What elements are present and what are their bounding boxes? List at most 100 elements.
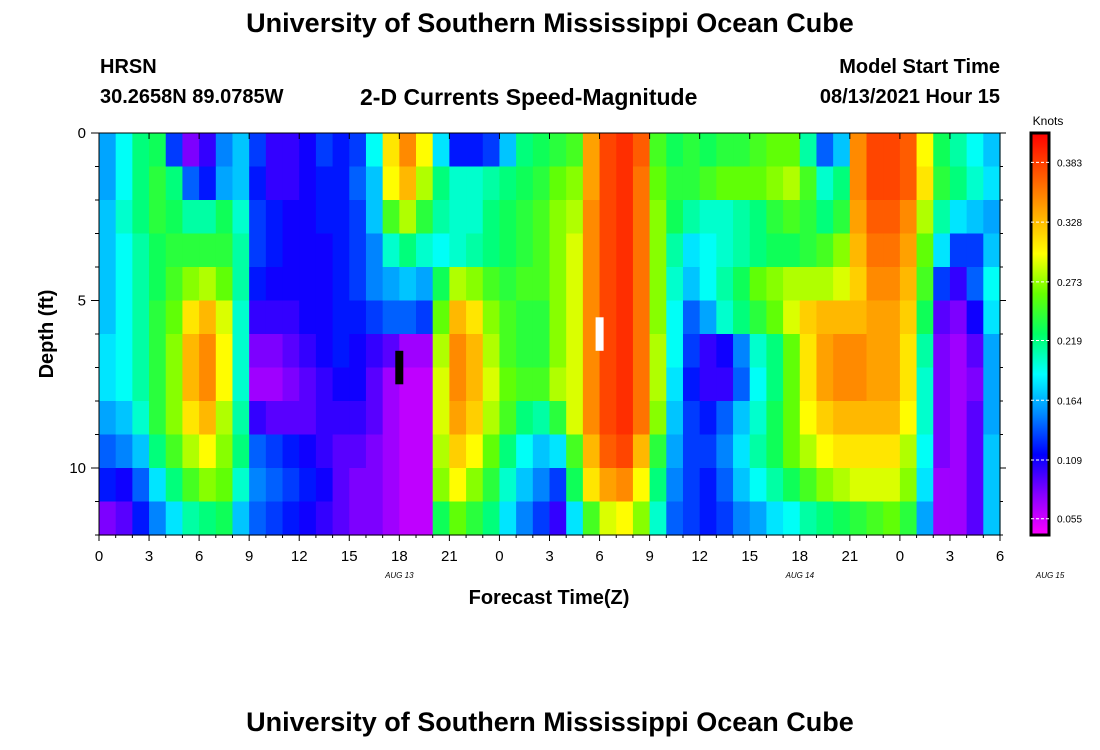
heatmap-cell bbox=[966, 401, 984, 436]
heatmap-cell bbox=[566, 401, 584, 436]
heatmap-cell bbox=[365, 166, 384, 201]
heatmap-cell bbox=[265, 401, 284, 436]
heatmap-cell bbox=[766, 468, 784, 503]
heatmap-cell bbox=[532, 501, 551, 536]
heatmap-cell bbox=[265, 166, 284, 201]
heatmap-cell bbox=[716, 300, 734, 335]
heatmap-cell bbox=[566, 267, 584, 302]
heatmap-cell bbox=[883, 133, 901, 168]
heatmap-cell bbox=[282, 200, 300, 235]
heatmap-cell bbox=[899, 200, 918, 235]
heatmap-cell bbox=[632, 300, 651, 335]
heatmap-cell bbox=[849, 133, 868, 168]
heatmap-cell bbox=[466, 501, 484, 536]
heatmap-cell bbox=[432, 434, 450, 469]
heatmap-cell bbox=[215, 501, 234, 536]
heatmap-cell bbox=[966, 334, 984, 369]
heatmap-cell bbox=[215, 133, 234, 168]
x-tick-label: 12 bbox=[691, 548, 708, 565]
colorbar-title: Knots bbox=[1033, 114, 1064, 128]
heatmap-cell bbox=[916, 501, 934, 536]
heatmap-cell bbox=[983, 233, 1001, 268]
heatmap-cell bbox=[716, 501, 734, 536]
heatmap-cell bbox=[449, 233, 467, 268]
heatmap-cell bbox=[532, 401, 551, 436]
heatmap-cell bbox=[265, 300, 284, 335]
heatmap-cell bbox=[115, 267, 133, 302]
heatmap-cell bbox=[165, 401, 184, 436]
heatmap-cell bbox=[399, 401, 417, 436]
heatmap-cell bbox=[349, 200, 367, 235]
heatmap-cell bbox=[449, 468, 467, 503]
heatmap-cell bbox=[299, 434, 317, 469]
heatmap-markers bbox=[395, 317, 604, 385]
heatmap-cell bbox=[816, 233, 834, 268]
heatmap-cell bbox=[632, 233, 651, 268]
heatmap-cell bbox=[432, 200, 450, 235]
heatmap-cell bbox=[149, 166, 167, 201]
heatmap-cell bbox=[232, 267, 250, 302]
heatmap-cell bbox=[516, 501, 534, 536]
heatmap-cell bbox=[766, 267, 784, 302]
heatmap-cell bbox=[349, 334, 367, 369]
heatmap-cell bbox=[849, 233, 868, 268]
heatmap-cell bbox=[416, 300, 434, 335]
heatmap-cell bbox=[315, 401, 334, 436]
heatmap-cell bbox=[849, 166, 868, 201]
heatmap-cell bbox=[799, 468, 818, 503]
heatmap-cell bbox=[682, 267, 701, 302]
heatmap-cell bbox=[566, 166, 584, 201]
heatmap-cell bbox=[199, 300, 217, 335]
heatmap-cell bbox=[783, 133, 801, 168]
heatmap-cell bbox=[382, 401, 400, 436]
heatmap-cell bbox=[265, 501, 284, 536]
heatmap-cell bbox=[282, 133, 300, 168]
heatmap-cell bbox=[232, 334, 250, 369]
heatmap-cell bbox=[566, 501, 584, 536]
heatmap-cell bbox=[299, 166, 317, 201]
heatmap-cell bbox=[215, 300, 234, 335]
heatmap-cell bbox=[349, 133, 367, 168]
heatmap-cell bbox=[115, 434, 133, 469]
heatmap-cell bbox=[883, 300, 901, 335]
heatmap-cell bbox=[399, 267, 417, 302]
heatmap-cell bbox=[149, 267, 167, 302]
heatmap-cell bbox=[649, 267, 667, 302]
heatmap-cell bbox=[699, 200, 717, 235]
heatmap-cell bbox=[716, 133, 734, 168]
heatmap-cell bbox=[949, 334, 968, 369]
heatmap-cell bbox=[382, 468, 400, 503]
heatmap-cell bbox=[816, 434, 834, 469]
heatmap-cell bbox=[149, 501, 167, 536]
x-tick-label: 0 bbox=[896, 548, 904, 565]
heatmap-cell bbox=[816, 367, 834, 402]
heatmap-cell bbox=[883, 233, 901, 268]
heatmap-cell bbox=[449, 434, 467, 469]
heatmap-cell bbox=[249, 133, 267, 168]
heatmap-cell bbox=[883, 367, 901, 402]
heatmap-cell bbox=[449, 133, 467, 168]
heatmap-cell bbox=[616, 200, 634, 235]
heatmap-cell bbox=[516, 233, 534, 268]
heatmap-cell bbox=[649, 367, 667, 402]
heatmap-cell bbox=[949, 367, 968, 402]
heatmap-cell bbox=[699, 367, 717, 402]
heatmap-cell bbox=[132, 133, 150, 168]
heatmap-cell bbox=[482, 267, 501, 302]
heatmap-cell bbox=[315, 501, 334, 536]
heatmap-cell bbox=[499, 233, 517, 268]
heatmap-cell bbox=[315, 434, 334, 469]
heatmap-cell bbox=[165, 133, 184, 168]
heatmap-cell bbox=[916, 401, 934, 436]
heatmap-cells bbox=[99, 133, 1001, 536]
heatmap-cell bbox=[99, 233, 117, 268]
heatmap-cell bbox=[899, 300, 918, 335]
heatmap-cell bbox=[616, 300, 634, 335]
heatmap-cell bbox=[249, 367, 267, 402]
heatmap-cell bbox=[933, 367, 951, 402]
heatmap-cell bbox=[649, 133, 667, 168]
heatmap-cell bbox=[649, 468, 667, 503]
heatmap-cell bbox=[516, 267, 534, 302]
heatmap-cell bbox=[449, 166, 467, 201]
